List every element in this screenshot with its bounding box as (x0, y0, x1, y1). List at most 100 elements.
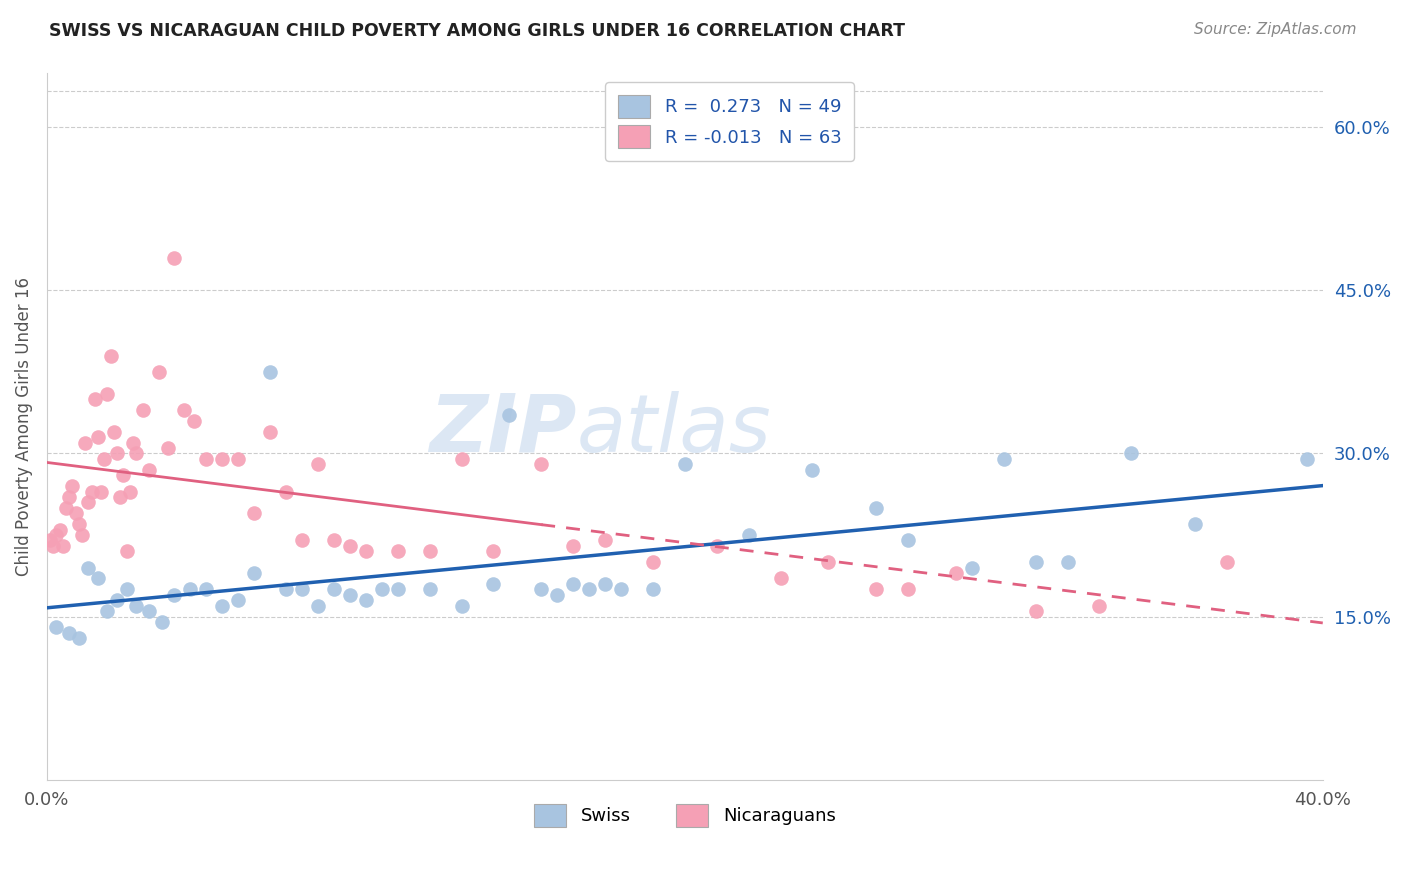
Point (226, 593, 249, 607)
Point (307, 599, 329, 613)
Point (67, 517, 90, 532)
Point (83, 392, 105, 406)
Point (87, 430, 110, 444)
Point (60, 479, 83, 493)
Point (173, 403, 195, 417)
Point (96, 604, 118, 618)
Point (769, 572, 792, 586)
Point (243, 506, 266, 520)
Point (1216, 555, 1239, 569)
Point (673, 458, 696, 472)
Point (641, 582, 664, 597)
Point (138, 463, 160, 477)
Point (148, 365, 170, 379)
Text: ZIP: ZIP (429, 391, 576, 469)
Point (163, 251, 186, 265)
Point (80, 484, 103, 499)
Point (112, 468, 135, 483)
Point (610, 582, 633, 597)
Point (530, 582, 553, 597)
Text: SWISS VS NICARAGUAN CHILD POVERTY AMONG GIRLS UNDER 16 CORRELATION CHART: SWISS VS NICARAGUAN CHILD POVERTY AMONG … (49, 22, 905, 40)
Point (1088, 599, 1111, 613)
Point (163, 588, 186, 602)
Point (562, 577, 585, 591)
Point (706, 539, 728, 553)
Point (339, 588, 361, 602)
Point (482, 544, 505, 558)
Point (1025, 604, 1047, 618)
Point (39, 533, 62, 548)
Point (1121, 446, 1143, 460)
Point (291, 533, 314, 548)
Point (118, 484, 141, 499)
Point (897, 533, 920, 548)
Point (1056, 555, 1078, 569)
Point (58, 490, 80, 504)
Point (179, 582, 201, 597)
Point (1184, 517, 1206, 532)
Point (865, 500, 887, 515)
Point (323, 582, 346, 597)
Point (897, 582, 920, 597)
Point (105, 593, 128, 607)
Point (183, 414, 205, 428)
Point (226, 451, 249, 466)
Point (530, 458, 553, 472)
Point (125, 599, 148, 613)
Point (103, 425, 125, 439)
Point (371, 582, 394, 597)
Point (817, 555, 839, 569)
Point (211, 451, 233, 466)
Point (307, 458, 329, 472)
Point (131, 403, 153, 417)
Point (52, 539, 75, 553)
Point (138, 604, 160, 618)
Point (65, 506, 87, 520)
Point (77, 495, 100, 509)
Point (93, 451, 115, 466)
Point (90, 484, 112, 499)
Point (323, 533, 346, 548)
Point (419, 544, 441, 558)
Point (354, 544, 377, 558)
Point (546, 588, 568, 602)
Point (387, 544, 409, 558)
Point (865, 582, 887, 597)
Point (578, 582, 600, 597)
Point (562, 539, 585, 553)
Point (450, 451, 472, 466)
Point (450, 599, 472, 613)
Point (259, 365, 281, 379)
Point (960, 560, 983, 574)
Point (125, 446, 148, 460)
Point (42, 539, 65, 553)
Point (274, 582, 297, 597)
Point (993, 451, 1015, 466)
Point (195, 451, 218, 466)
Text: Source: ZipAtlas.com: Source: ZipAtlas.com (1194, 22, 1357, 37)
Legend: Swiss, Nicaraguans: Swiss, Nicaraguans (527, 797, 844, 834)
Y-axis label: Child Poverty Among Girls Under 16: Child Poverty Among Girls Under 16 (15, 277, 32, 576)
Point (593, 533, 616, 548)
Point (593, 577, 616, 591)
Point (801, 463, 824, 477)
Point (387, 582, 409, 597)
Point (339, 539, 361, 553)
Point (419, 582, 441, 597)
Point (100, 349, 122, 363)
Point (87, 572, 110, 586)
Point (498, 409, 520, 423)
Point (105, 446, 128, 460)
Point (274, 484, 297, 499)
Point (122, 435, 145, 450)
Point (67, 632, 90, 646)
Point (48, 523, 70, 537)
Point (110, 490, 132, 504)
Point (77, 560, 100, 574)
Point (211, 599, 233, 613)
Point (195, 582, 218, 597)
Point (75, 435, 97, 450)
Point (243, 566, 266, 580)
Point (259, 425, 281, 439)
Point (115, 582, 138, 597)
